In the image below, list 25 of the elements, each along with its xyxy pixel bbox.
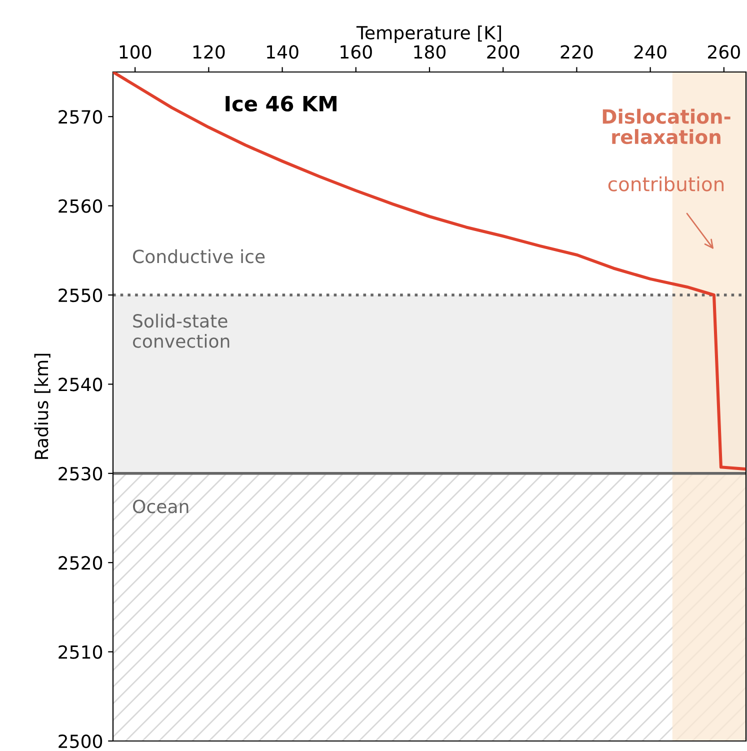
x-tick-label: 240 (634, 45, 666, 59)
x-tick-label: 120 (193, 45, 225, 59)
x-tick-label: 160 (340, 45, 372, 59)
y-tick-label: 2560 (58, 199, 102, 213)
x-tick-label: 100 (120, 45, 152, 59)
y-tick-label: 2510 (58, 645, 102, 659)
y-tick-label: 2520 (58, 556, 102, 570)
y-tick-label: 2570 (58, 110, 102, 124)
x-tick-label: 180 (414, 45, 446, 59)
x-tick-label: 200 (487, 45, 520, 59)
y-tick-label: 2530 (58, 466, 102, 481)
x-tick-label: 220 (560, 45, 593, 59)
y-tick-label: 2500 (58, 734, 102, 748)
band-label: Ocean (133, 500, 188, 514)
band-label: Solid-state convection (132, 314, 230, 348)
y-tick-label: 2550 (58, 288, 102, 302)
annotation: contribution (608, 176, 724, 192)
x-tick-label: 140 (267, 45, 298, 59)
annotation: Conductive ice (133, 249, 265, 264)
y-tick-label: 2540 (58, 378, 102, 392)
annotation: Ice 46 KM (226, 96, 336, 112)
annotation: Dislocation- relaxation (602, 108, 730, 144)
x-tick-label: 260 (708, 45, 740, 59)
y-axis-title: Radius [km] (34, 354, 50, 459)
x-axis-title: Temperature [K] (356, 26, 501, 44)
